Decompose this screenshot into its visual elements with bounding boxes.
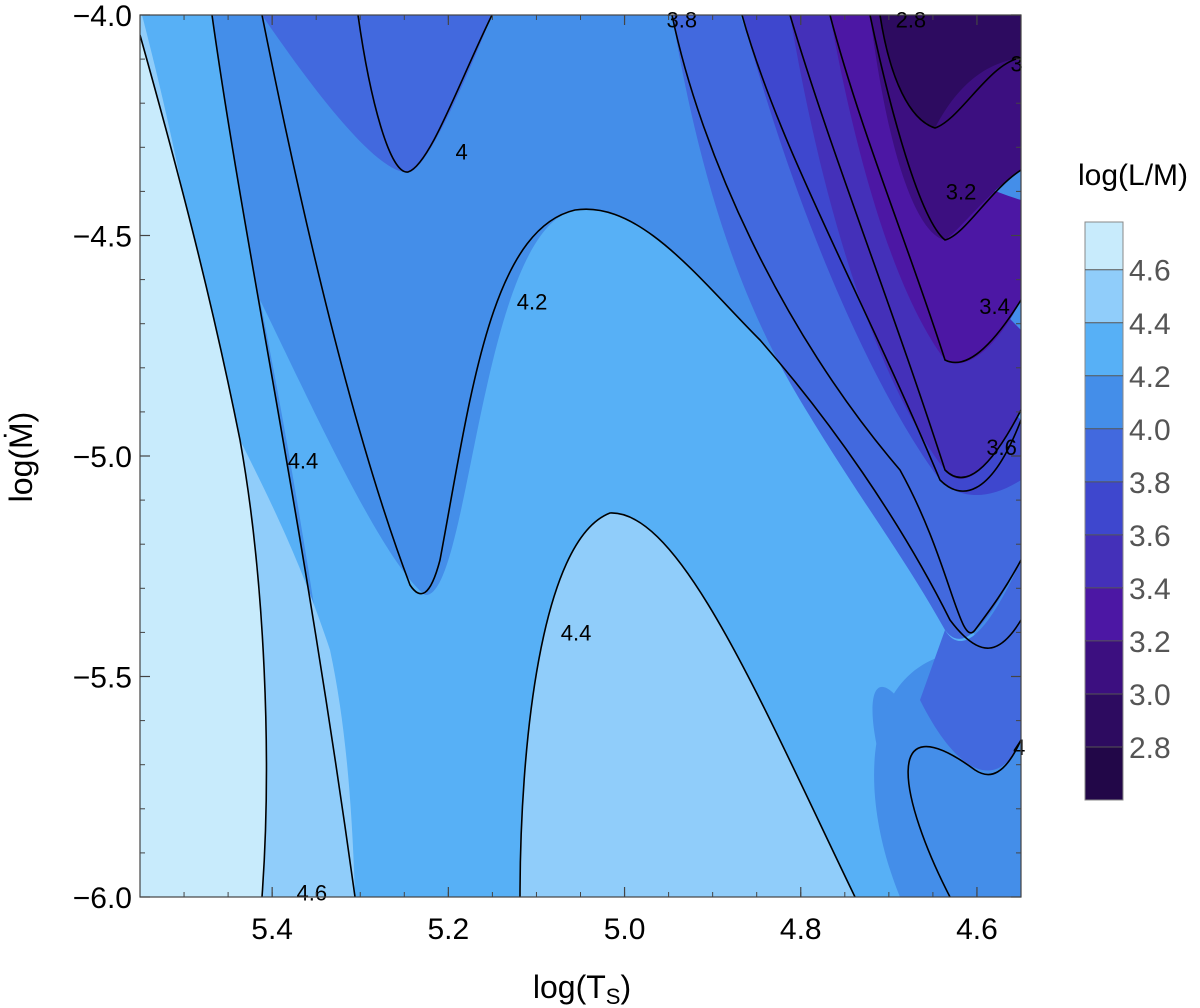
colorbar-tick-label: 3.4: [1129, 573, 1171, 606]
colorbar-band: [1085, 375, 1123, 429]
contour-label: 2.8: [896, 7, 927, 32]
contour-label: 3.4: [979, 294, 1010, 319]
contour-3.4: [829, 15, 1021, 364]
colorbar-tick-label: 3.2: [1129, 626, 1171, 659]
contour-4.2-right: [907, 739, 1021, 897]
y-tick-label: −6.0: [73, 882, 132, 915]
contour-4.4-left: [211, 15, 356, 897]
contour-3.0: [879, 15, 1021, 129]
region-3.8-4.0-upper: [262, 15, 492, 173]
contour-label-layer: 4.64.44.44.243.8 2.833.23.43.64: [288, 7, 1026, 905]
colorbar-tick-label: 2.8: [1129, 732, 1171, 765]
contour-label: 4.2: [517, 290, 548, 315]
colorbar-title: log(L/M): [1078, 159, 1188, 192]
x-tick-label: 5.2: [427, 913, 469, 946]
colorbar-band: [1085, 693, 1123, 747]
region-3.8-4.0-right: [672, 15, 1021, 639]
contour-4.0-right: [671, 15, 1021, 634]
colorbar-band: [1085, 746, 1123, 800]
colorbar-tick-label: 4.4: [1129, 308, 1171, 341]
y-tick-label: −5.0: [73, 441, 132, 474]
region-3.8-4.0-right-low: [920, 560, 1021, 771]
contour-label: 4.4: [288, 448, 319, 473]
contour-3.6: [789, 15, 1021, 479]
contour-label: 3.2: [946, 179, 977, 204]
region-4.4-4.6-central: [520, 512, 855, 897]
colorbar-band: [1085, 428, 1123, 482]
colorbar-tick-label: 4.0: [1129, 414, 1171, 447]
colorbar-band: [1085, 640, 1123, 694]
colorbar-band: [1085, 534, 1123, 588]
y-tick-label: −4.0: [73, 0, 132, 33]
contour-label: 3.8: [667, 7, 698, 32]
colorbar-band: [1085, 587, 1123, 641]
contour-label: 4.4: [561, 620, 592, 645]
contour-4.6: [140, 34, 268, 897]
colorbar-tick-label: 4.6: [1129, 255, 1171, 288]
colorbar-band: [1085, 322, 1123, 376]
y-tick-label: −4.5: [73, 221, 132, 254]
contour-label: 4.6: [296, 881, 327, 906]
colorbar-band: [1085, 269, 1123, 323]
x-axis-title: log(TS): [533, 969, 631, 1008]
contour-3.8: [741, 15, 1021, 492]
contour-4.2: [261, 15, 1021, 649]
colorbar-band: [1085, 222, 1123, 270]
colorbar: 4.6 4.4 4.2 4.0 3.8 3.6 3.4 3.2 3.0 2.8: [1084, 221, 1171, 801]
colorbar-tick-label: 3.6: [1129, 520, 1171, 553]
region-4.6-left: [140, 35, 267, 897]
colorbar-tick-label: 4.2: [1129, 361, 1171, 394]
colorbar-band: [1085, 481, 1123, 535]
colorbar-frame: [1084, 221, 1124, 801]
contour-label: 4: [455, 140, 467, 165]
region-4.4-4.6-mid: [240, 440, 355, 897]
y-axis-title: log(Ṁ): [3, 412, 39, 503]
x-tick-label: 5.4: [251, 913, 293, 946]
y-axis: −4.0 −4.5 −5.0 −5.5 −6.0: [73, 0, 1021, 915]
region-2.8-3.0: [880, 15, 1021, 128]
contour-fills: [140, 15, 1021, 897]
colorbar-tick-label: 3.8: [1129, 467, 1171, 500]
contour-4.0-upper: [357, 15, 493, 173]
colorbar-tick-label: 3.0: [1129, 679, 1171, 712]
x-tick-label: 4.6: [956, 913, 998, 946]
contour-lines: [140, 15, 1021, 897]
y-tick-label: −5.5: [73, 662, 132, 695]
x-axis: 5.4 5.2 5.0 4.8 4.6: [183, 15, 1022, 946]
x-tick-label: 5.0: [604, 913, 646, 946]
x-tick-label: 4.8: [780, 913, 822, 946]
contour-label: 4: [1013, 735, 1025, 760]
contour-4.4-central: [519, 512, 856, 897]
contour-label: 3: [1010, 52, 1022, 77]
contour-3.2: [869, 15, 1021, 241]
